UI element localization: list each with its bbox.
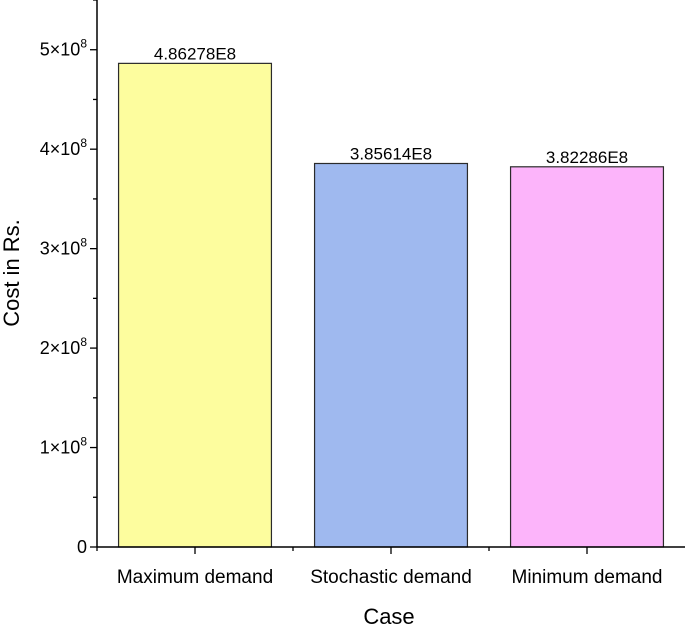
y-tick-label: 3×108 [40,236,88,259]
bar-3 [509,166,665,548]
plot-area: 4.86278E8 3.85614E8 3.82286E8 [117,44,665,548]
x-axis-title: Case [363,604,414,628]
y-tick-label: 2×108 [40,335,88,358]
x-tick-label: Maximum demand [117,567,273,588]
y-tick-label: 0 [77,537,87,557]
bar-2 [313,162,469,548]
bar-1 [117,62,273,548]
y-tick-label: 1×108 [40,435,88,458]
y-tick-label: 4×108 [40,136,88,159]
data-label-1: 4.86278E8 [154,44,236,63]
y-axis-title: Cost in Rs. [0,219,24,327]
x-tick-label: Minimum demand [512,567,663,588]
x-tick-label: Stochastic demand [310,567,472,588]
y-tick-label: 5×108 [40,37,88,60]
y-axis: 0 1×108 2×108 3×108 4×108 5×108 [40,0,98,557]
data-label-2: 3.85614E8 [350,144,432,163]
x-axis: Maximum demand Stochastic demand Minimum d… [96,546,685,588]
data-label-3: 3.82286E8 [546,148,628,167]
